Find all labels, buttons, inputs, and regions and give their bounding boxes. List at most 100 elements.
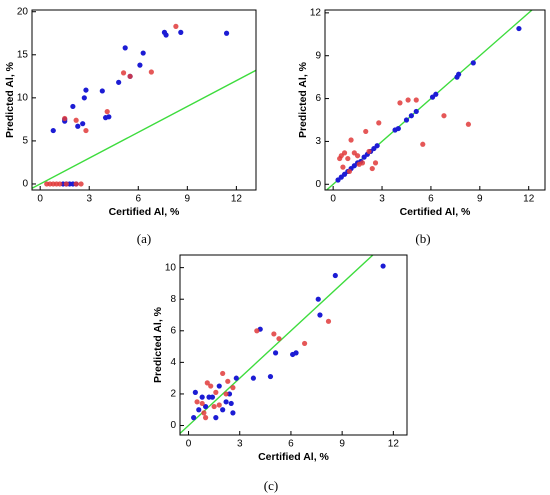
data-point [325,318,332,324]
data-point [354,153,361,159]
data-point [140,50,146,56]
data-point [230,410,236,416]
data-point [75,123,81,129]
x-tick-label: 0 [37,194,43,205]
x-tick-label: 6 [428,194,434,205]
y-tick-label: 0 [315,179,321,190]
y-axis-label: Predicted Al, % [152,306,164,383]
data-point [369,165,375,172]
data-point [420,141,426,147]
y-tick-label: 2 [170,389,176,400]
data-point [73,117,79,123]
data-point [83,87,89,93]
x-tick-label: 12 [523,194,535,205]
y-tick-label: 0 [22,179,28,190]
data-point [374,143,380,149]
data-point [233,375,239,381]
reference-line [180,255,374,434]
y-tick-label: 10 [17,92,29,103]
data-point [104,109,110,115]
data-point [70,103,76,110]
data-point [395,125,401,132]
data-point [346,168,353,175]
data-point [359,160,366,166]
y-tick-label: 4 [170,357,176,368]
data-point [250,375,256,381]
data-point [203,403,209,410]
data-point [470,60,476,66]
data-point [148,69,154,75]
data-point [405,97,411,103]
reference-line [32,69,256,189]
data-point [516,25,522,32]
data-point [213,389,219,395]
data-point [340,164,346,170]
data-point [201,410,207,416]
x-tick-label: 0 [186,439,192,450]
data-point [223,399,229,405]
data-point [223,391,229,397]
data-point [271,331,277,337]
y-axis-label: Predicted Al, % [297,61,309,138]
y-tick-label: 12 [310,7,322,18]
data-point [73,181,79,187]
panel: 0 3 6 9 12 0 5 10 15 20 Certified Al, % Predicted A… [4,6,257,246]
data-point [63,181,69,187]
data-point [341,150,348,156]
data-point [345,155,351,162]
data-point [372,160,379,166]
caption: (c) [264,478,278,493]
data-point [80,121,86,127]
data-point [50,127,56,134]
data-point [57,181,63,187]
data-point [83,127,89,134]
x-tick-label: 3 [237,439,243,450]
data-point [220,407,226,413]
data-point [267,373,274,380]
y-tick-label: 6 [315,93,321,104]
data-point [293,350,299,356]
x-tick-label: 12 [231,194,243,205]
y-tick-label: 15 [17,49,29,60]
data-point [199,394,205,400]
panel: 0 3 6 9 12 0 3 6 9 12 Certified Al, % Predicted Al,… [297,7,546,246]
plot-area [180,255,386,434]
x-tick-label: 9 [339,439,345,450]
data-point [301,340,308,347]
data-point [99,88,105,94]
y-tick-label: 0 [170,420,176,431]
x-tick-label: 3 [379,194,385,205]
data-point [456,71,462,77]
data-point [315,296,321,302]
data-point [332,272,338,279]
plot-area [32,23,256,189]
data-point [317,312,323,318]
data-point [194,399,200,405]
data-point [230,385,236,391]
data-point [216,383,222,389]
data-point [173,23,179,29]
panel: 0 3 6 9 12 0 2 4 6 8 10 Certified Al, % Predicted Al… [152,254,408,493]
data-point [220,370,226,377]
data-point [413,97,419,103]
x-tick-label: 0 [330,194,336,205]
data-point [196,407,202,413]
y-tick-label: 3 [315,136,321,147]
data-point [208,383,214,389]
x-tick-label: 12 [388,439,400,450]
y-tick-label: 9 [315,50,321,61]
x-axis-label: Certified Al, % [400,206,471,218]
data-point [363,128,369,135]
y-tick-label: 10 [165,262,177,273]
data-point [211,403,217,410]
data-point [127,73,133,79]
plot-area [325,10,534,190]
y-tick-label: 8 [170,294,176,305]
x-tick-label: 3 [86,194,92,205]
data-point [81,95,87,101]
plot-frame [179,254,408,436]
data-point [213,415,219,421]
data-point [163,32,169,38]
data-point [272,350,279,356]
